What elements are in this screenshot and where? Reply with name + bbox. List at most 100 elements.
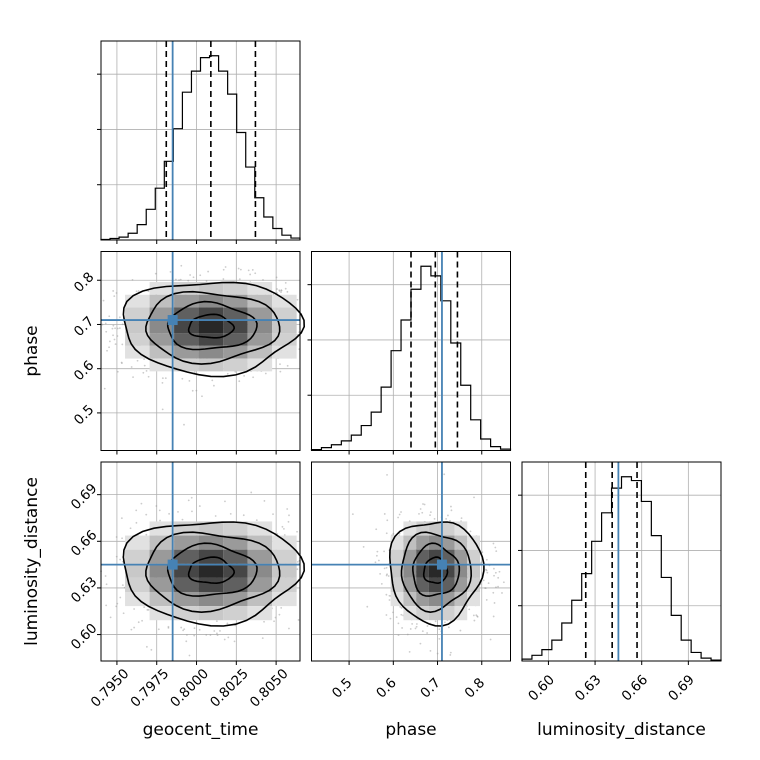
scatter-point bbox=[480, 561, 483, 564]
density-cell bbox=[174, 563, 199, 578]
density-cell bbox=[441, 521, 455, 536]
scatter-point bbox=[147, 608, 150, 611]
scatter-point bbox=[421, 630, 424, 633]
density-cell bbox=[149, 535, 175, 550]
scatter-point bbox=[113, 338, 116, 341]
density-cell bbox=[272, 549, 297, 564]
scatter-point bbox=[280, 606, 283, 609]
scatter-point bbox=[385, 614, 388, 616]
scatter-point bbox=[105, 604, 108, 607]
scatter-point bbox=[115, 555, 118, 558]
contour-level-3 bbox=[122, 281, 306, 378]
scatter-point bbox=[438, 638, 441, 640]
scatter-point bbox=[216, 634, 219, 637]
scatter-point bbox=[226, 622, 229, 625]
tick-label-y-luminosity_distance: 0.69 bbox=[68, 481, 101, 514]
scatter-point bbox=[109, 616, 112, 619]
scatter-point bbox=[296, 530, 298, 533]
scatter-point bbox=[161, 377, 164, 380]
tick-label-x-luminosity_distance: 0.60 bbox=[525, 672, 558, 705]
scatter-point bbox=[103, 387, 106, 390]
density-cell bbox=[272, 307, 297, 321]
scatter-point bbox=[222, 278, 225, 280]
scatter-point bbox=[101, 323, 104, 326]
scatter-point bbox=[205, 280, 208, 282]
scatter-point bbox=[487, 582, 490, 585]
tick-label-x-luminosity_distance: 0.66 bbox=[619, 672, 652, 705]
scatter-point bbox=[193, 634, 196, 637]
scatter-point bbox=[434, 620, 437, 623]
scatter-point bbox=[167, 625, 170, 628]
scatter-point bbox=[147, 290, 150, 293]
scatter-point bbox=[486, 571, 489, 574]
density-cell bbox=[125, 549, 150, 564]
scatter-point bbox=[284, 287, 287, 290]
scatter-point bbox=[209, 634, 212, 636]
scatter-point bbox=[147, 375, 150, 378]
scatter-point bbox=[112, 334, 114, 337]
panel-luminosity_distance-vs-luminosity_distance bbox=[518, 461, 722, 665]
scatter-point bbox=[142, 371, 145, 374]
density-cell bbox=[247, 563, 273, 578]
scatter-point bbox=[211, 379, 214, 382]
density-cell bbox=[149, 577, 175, 592]
density-cell bbox=[223, 606, 248, 621]
scatter-point bbox=[449, 654, 452, 656]
scatter-point bbox=[429, 649, 432, 652]
scatter-point bbox=[255, 519, 258, 522]
scatter-point bbox=[445, 518, 448, 520]
scatter-point bbox=[251, 269, 254, 271]
density-cell bbox=[247, 333, 273, 346]
scatter-point bbox=[136, 359, 139, 362]
scatter-point bbox=[484, 587, 487, 590]
scatter-point bbox=[280, 291, 282, 294]
scatter-point bbox=[429, 514, 431, 517]
density-cell bbox=[390, 563, 404, 578]
density-cell bbox=[125, 320, 150, 334]
contour-level-2 bbox=[145, 531, 281, 614]
axis-label-x-phase: phase bbox=[385, 720, 436, 740]
scatter-point bbox=[493, 567, 495, 570]
density-cell bbox=[416, 563, 429, 578]
scatter-point bbox=[229, 512, 232, 515]
scatter-point bbox=[286, 290, 289, 293]
density-cell bbox=[198, 333, 224, 346]
scatter-point bbox=[254, 272, 257, 275]
scatter-point bbox=[116, 370, 119, 373]
scatter-point bbox=[207, 270, 210, 273]
density-cell bbox=[223, 345, 248, 359]
tick-label-y-phase: 0.6 bbox=[71, 358, 98, 385]
scatter-point bbox=[226, 372, 229, 375]
scatter-point bbox=[145, 369, 148, 372]
scatter-point bbox=[473, 496, 475, 499]
axes-frame bbox=[311, 461, 511, 662]
scatter-point bbox=[385, 532, 388, 535]
scatter-point bbox=[190, 496, 193, 499]
scatter-point bbox=[423, 503, 426, 506]
axis-label-x-luminosity_distance: luminosity_distance bbox=[537, 720, 706, 740]
scatter-point bbox=[130, 628, 133, 631]
contour-level-3 bbox=[388, 521, 485, 627]
scatter-point bbox=[492, 615, 495, 618]
tick-label-y-luminosity_distance: 0.66 bbox=[68, 527, 101, 560]
scatter-point bbox=[158, 509, 161, 512]
scatter-point bbox=[213, 384, 215, 387]
density-cell bbox=[247, 345, 273, 359]
scatter-point bbox=[385, 574, 388, 577]
scatter-point bbox=[154, 272, 157, 275]
scatter-point bbox=[374, 561, 377, 564]
tick-label-x-phase: 0.7 bbox=[417, 675, 444, 702]
scatter-point bbox=[121, 323, 124, 326]
scatter-point bbox=[112, 324, 115, 327]
scatter-point bbox=[106, 349, 108, 352]
tick-label-y-luminosity_distance: 0.63 bbox=[68, 574, 101, 607]
density-cell bbox=[198, 320, 224, 334]
scatter-point bbox=[216, 632, 218, 635]
scatter-point bbox=[485, 599, 488, 601]
scatter-point bbox=[489, 638, 492, 641]
panel-luminosity_distance-vs-phase bbox=[311, 461, 511, 665]
scatter-point bbox=[214, 515, 217, 517]
density-cell bbox=[198, 563, 224, 578]
scatter-point bbox=[400, 613, 403, 616]
scatter-point bbox=[288, 514, 290, 517]
